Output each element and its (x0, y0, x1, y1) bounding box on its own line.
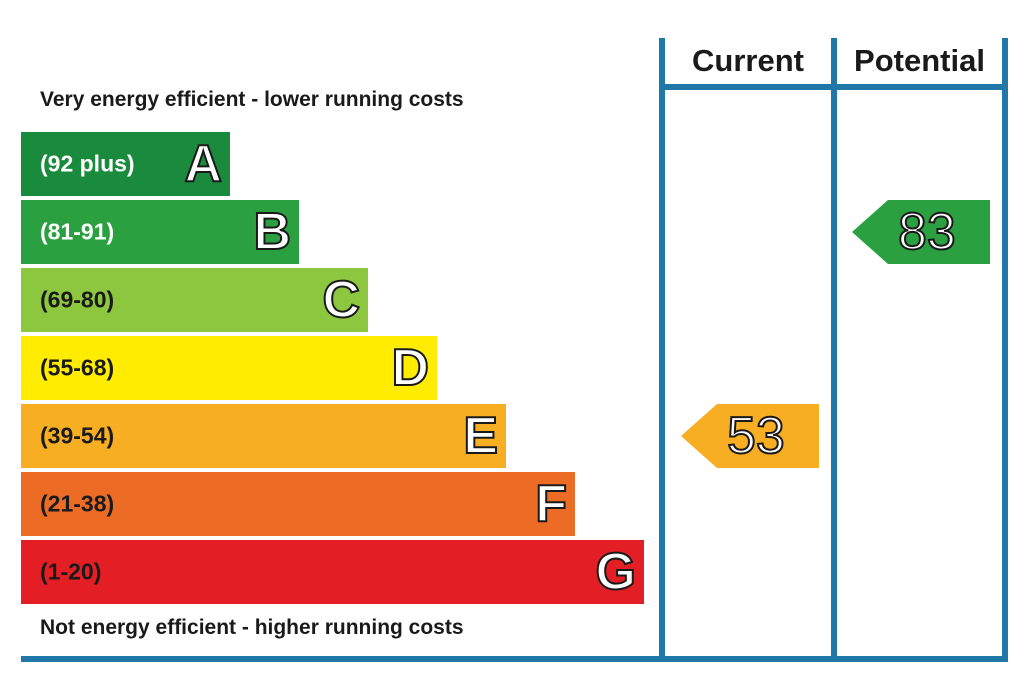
band-letter: F (534, 475, 568, 533)
band-letter: E (462, 407, 499, 465)
band-d: (55-68) D (21, 336, 437, 400)
bottom-rule (21, 656, 1008, 662)
column-divider-left (659, 38, 665, 658)
column-header-current: Current (692, 43, 804, 78)
arrow-shape (852, 200, 990, 264)
band-b: (81-91) B (21, 200, 299, 264)
rating-value-current: 53 (726, 407, 786, 465)
band-e: (39-54) E (21, 404, 506, 468)
band-letter: A (183, 135, 223, 193)
band-f: (21-38) F (21, 472, 575, 536)
band-range-label: (39-54) (40, 422, 115, 449)
rating-value-potential: 83 (897, 203, 957, 261)
rating-arrow-potential: 83 (852, 200, 990, 264)
band-range-label: (55-68) (40, 354, 115, 381)
bottom-caption: Not energy efficient - higher running co… (40, 616, 464, 639)
band-letter: B (252, 203, 292, 261)
arrow-shape (681, 404, 819, 468)
column-divider-right (1002, 38, 1008, 658)
band-letter: G (595, 543, 637, 601)
band-range-label: (21-38) (40, 490, 115, 517)
band-range-label: (92 plus) (40, 150, 135, 177)
header-rule (659, 84, 1008, 90)
band-range-label: (69-80) (40, 286, 115, 313)
band-letter: D (390, 339, 430, 397)
band-letter: C (321, 271, 361, 329)
band-c: (69-80) C (21, 268, 368, 332)
band-range-label: (1-20) (40, 558, 102, 585)
band-range-label: (81-91) (40, 218, 115, 245)
band-g: (1-20) G (21, 540, 644, 604)
column-header-potential: Potential (854, 43, 985, 78)
rating-arrow-current: 53 (681, 404, 819, 468)
column-divider-mid (831, 38, 837, 658)
band-a: (92 plus) A (21, 132, 230, 196)
top-caption: Very energy efficient - lower running co… (40, 88, 464, 111)
